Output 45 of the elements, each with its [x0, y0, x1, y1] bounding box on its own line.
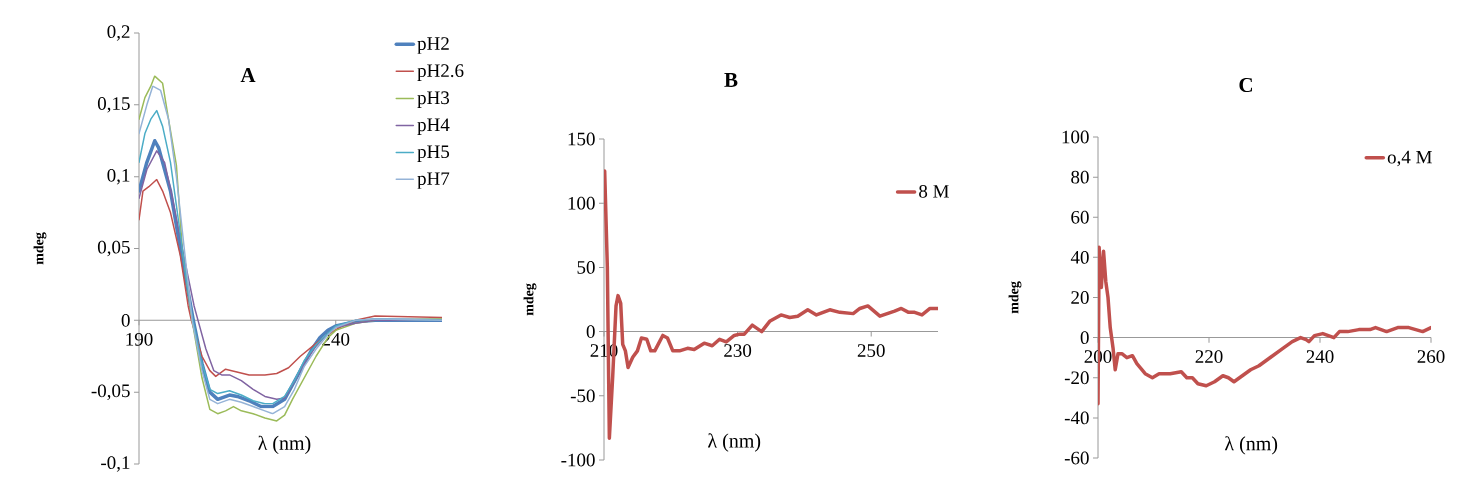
y-axis-title: mdeg — [33, 232, 47, 265]
y-tick-label: -20 — [1064, 371, 1089, 385]
y-tick-label: 50 — [577, 261, 595, 274]
legend-label: pH3 — [417, 91, 450, 108]
legend-label: pH7 — [417, 172, 450, 189]
x-tick-label: 230 — [724, 344, 752, 357]
y-tick-label: -100 — [561, 453, 595, 467]
y-tick-label: 40 — [1070, 250, 1089, 264]
y-tick-label: 150 — [568, 132, 595, 146]
legend-label: pH2.6 — [417, 64, 464, 81]
y-tick-label: 0 — [121, 313, 130, 327]
y-tick-label: -60 — [1064, 451, 1089, 465]
x-axis-title: λ (nm) — [258, 435, 311, 454]
legend-label: o,4 M — [1387, 150, 1432, 167]
y-tick-label: -40 — [1064, 411, 1089, 425]
y-tick-label: -0,1 — [101, 456, 130, 472]
legend-label: 8 M — [919, 184, 949, 198]
x-axis-title: λ (nm) — [1224, 436, 1278, 455]
y-axis-title: mdeg — [1008, 281, 1022, 314]
chart-title: C — [1239, 77, 1252, 93]
y-axis-title: mdeg — [523, 283, 537, 316]
y-tick-label: -0,05 — [91, 384, 130, 400]
y-tick-label: 0,1 — [107, 168, 130, 185]
y-tick-label: 0,2 — [107, 25, 130, 41]
y-tick-label: 100 — [1062, 130, 1089, 144]
y-tick-label: 60 — [1071, 210, 1089, 224]
x-tick-label: 250 — [857, 344, 885, 357]
x-tick-label: 240 — [1306, 350, 1334, 363]
y-tick-label: 20 — [1071, 291, 1089, 304]
legend-label: pH4 — [417, 118, 450, 135]
y-tick-label: 0 — [586, 325, 595, 339]
x-tick-label: 220 — [1195, 350, 1223, 363]
y-tick-label: 80 — [1071, 170, 1089, 184]
text: A — [240, 68, 256, 82]
y-tick-label: -50 — [570, 389, 595, 403]
y-tick-label: 0 — [1080, 331, 1089, 345]
x-axis-title: λ (nm) — [708, 433, 761, 452]
y-tick-label: 100 — [568, 196, 595, 210]
legend-label: pH2 — [417, 37, 449, 54]
legend-label: pH5 — [417, 145, 450, 162]
chart-title: B — [724, 73, 738, 87]
x-tick-label: 190 — [126, 332, 153, 346]
x-tick-label: 260 — [1417, 350, 1445, 363]
y-tick-label: 0,15 — [97, 97, 130, 113]
y-tick-label: 0,05 — [97, 240, 130, 257]
